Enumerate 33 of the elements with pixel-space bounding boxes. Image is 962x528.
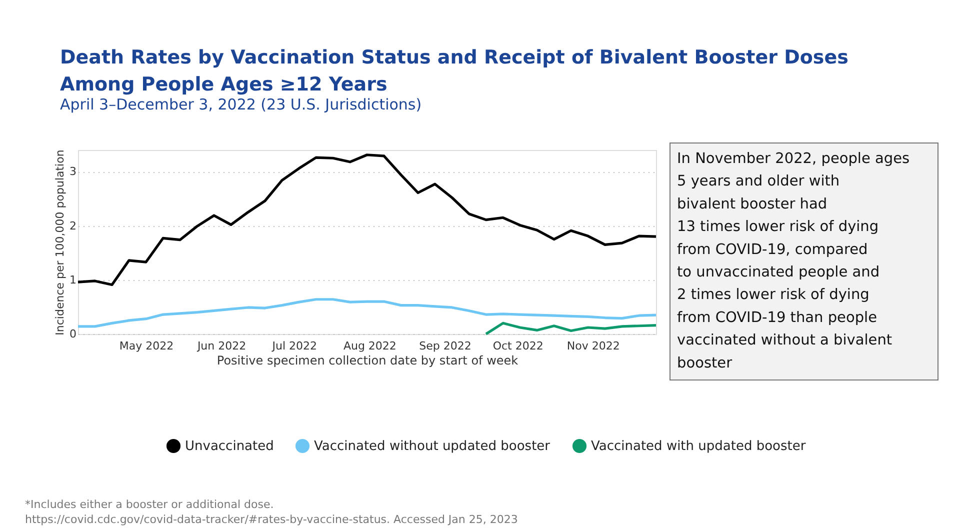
x-tick-label: Oct 2022 [492,340,544,352]
text: 13 times lower risk of dying [677,219,879,236]
text: https://covid.cdc.gov/covid-data-tracker/#rates-by-vaccine-status. Accessed Jan 25, 2023 [25,513,518,526]
text: bivalent booster had [677,196,828,212]
chart-subtitle: April 3–December 3, 2022 (23 U.S. Jurisdictions) [60,96,422,114]
y-tick-label: 1 [70,273,76,286]
y-tick-label: 0 [70,328,76,340]
x-tick-label: Nov 2022 [566,340,620,352]
line-series [484,322,658,336]
y-axis-title: Incidence per 100,000 population [54,150,66,336]
y-tick-label: 2 [70,219,76,232]
text: vaccinated without a bivalent [677,332,892,349]
x-tick-label: May 2022 [119,340,174,352]
legend-label: Vaccinated without updated booster [314,438,551,454]
text: from COVID-19, compared [677,242,868,258]
text: to unvaccinated people and [677,264,880,280]
line-series [76,154,658,286]
text: 2 times lower risk of dying [677,287,870,304]
line-series [76,298,658,328]
legend-label: Vaccinated with updated booster [591,438,806,454]
text: from COVID-19 than people [677,310,878,326]
legend-label: Unvaccinated [185,438,274,454]
x-axis-title: Positive specimen collection date by start of week [216,354,518,368]
text: *Includes either a booster or additional dose. [25,498,274,511]
x-tick-label: Aug 2022 [343,340,396,352]
chart-title: Death Rates by Vaccination Status and Receipt of Bivalent Booster Doses Among People Ages ≥12 Years [60,46,848,96]
text: In November 2022, people ages [677,151,910,167]
text: booster [677,355,732,372]
x-tick-label: Sep 2022 [419,340,472,352]
y-tick-label: 3 [70,165,76,178]
text: 5 years and older with [677,174,840,190]
x-tick-label: Jul 2022 [271,340,318,352]
x-tick-label: Jun 2022 [196,340,246,352]
